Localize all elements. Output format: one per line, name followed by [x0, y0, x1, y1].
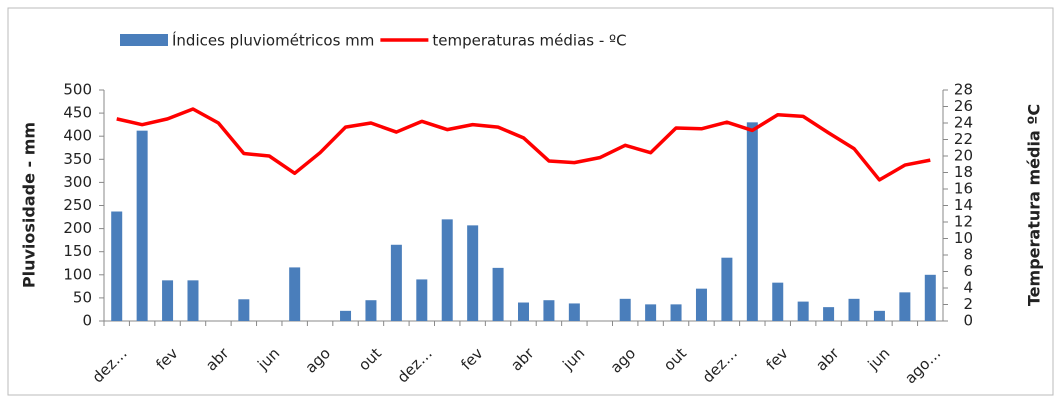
y2-tick-label: 20	[954, 147, 973, 165]
bar	[695, 288, 707, 321]
bar	[619, 298, 631, 321]
y-axis-title: Pluviosidade - mm	[20, 122, 39, 288]
bar	[289, 267, 301, 321]
bar	[568, 303, 580, 321]
bar	[518, 302, 529, 321]
bar	[645, 304, 657, 321]
y-tick-label: 350	[63, 150, 92, 168]
y-tick-label: 0	[82, 312, 92, 330]
chart-frame	[7, 7, 1054, 396]
legend-swatch	[120, 34, 168, 46]
bar	[721, 257, 733, 321]
bar	[797, 301, 809, 321]
bar	[390, 244, 402, 321]
y-tick-label: 150	[63, 242, 92, 260]
y-tick-label: 250	[63, 196, 92, 214]
bar	[772, 282, 784, 321]
y2-axis-title: Temperatura média ºC	[1025, 104, 1044, 306]
y-tick-label: 50	[73, 288, 92, 306]
legend-label: temperaturas médias - ºC	[432, 32, 626, 50]
y2-tick-label: 12	[954, 213, 973, 231]
y2-tick-label: 4	[963, 279, 973, 297]
bar	[823, 307, 835, 321]
bar	[848, 298, 860, 321]
bar	[467, 225, 479, 321]
bar	[441, 219, 453, 321]
y2-tick-label: 18	[954, 163, 973, 181]
bar	[340, 310, 352, 321]
y2-tick-label: 2	[963, 295, 973, 313]
y2-tick-label: 26	[954, 97, 973, 115]
y2-tick-label: 8	[963, 246, 973, 264]
bar	[492, 267, 504, 321]
y2-tick-label: 24	[954, 114, 973, 132]
bar	[416, 279, 428, 321]
y2-tick-label: 14	[954, 196, 973, 214]
y-tick-label: 100	[63, 265, 92, 283]
y-tick-label: 450	[63, 104, 92, 122]
bar	[746, 122, 758, 321]
bar	[136, 130, 148, 321]
y2-tick-label: 28	[954, 81, 973, 99]
y-tick-label: 300	[63, 173, 92, 191]
y-tick-label: 200	[63, 219, 92, 237]
bar	[187, 280, 199, 321]
bar	[899, 292, 911, 321]
line	[116, 107, 931, 182]
y2-tick-label: 0	[963, 312, 973, 330]
y-tick-label: 500	[63, 81, 92, 99]
bar	[924, 274, 936, 321]
bar	[365, 300, 377, 321]
bar	[543, 300, 555, 321]
bar	[111, 211, 123, 321]
bar	[873, 310, 885, 321]
y2-tick-label: 6	[963, 262, 973, 280]
y2-tick-label: 22	[954, 130, 973, 148]
bar	[238, 299, 250, 321]
y-tick-label: 400	[63, 127, 92, 145]
bar	[162, 280, 174, 321]
bar	[670, 304, 682, 321]
y2-tick-label: 16	[954, 180, 973, 198]
y2-tick-label: 10	[954, 229, 973, 247]
legend-label: Índices pluviométricos mm	[172, 31, 374, 50]
